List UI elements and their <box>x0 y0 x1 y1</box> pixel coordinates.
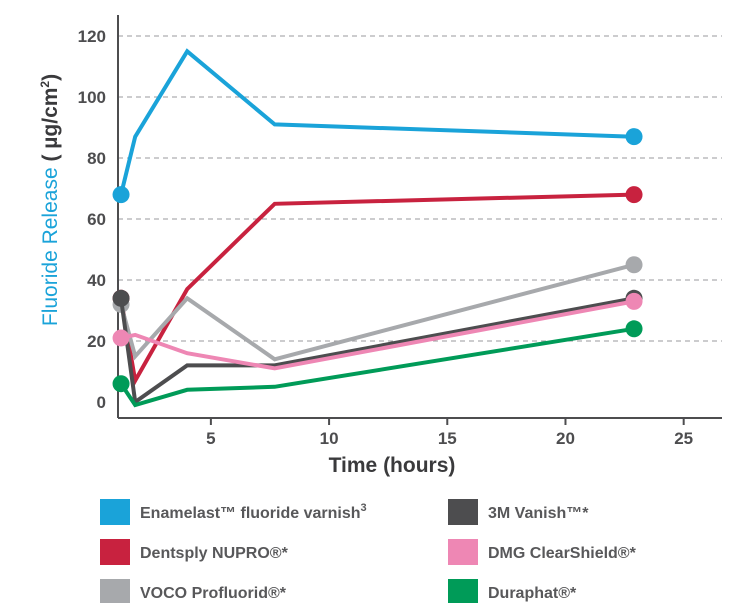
legend-swatch <box>100 499 130 525</box>
legend-label: Dentsply NUPRO®* <box>140 545 289 562</box>
series-lines <box>112 48 643 408</box>
legend-swatch <box>100 539 130 565</box>
legend-swatch <box>448 499 478 525</box>
legend-label-text: Dentsply NUPRO®* <box>140 545 289 562</box>
legend-label: DMG ClearShield®* <box>488 545 637 562</box>
y-tick-label: 120 <box>78 27 106 46</box>
y-axis-title-unit-sup: 2 <box>38 81 52 88</box>
y-tick-label: 0 <box>97 393 106 412</box>
legend-item: DMG ClearShield®* <box>448 539 637 565</box>
series-line <box>119 262 635 362</box>
y-axis-title: Fluoride Release ( µg/cm2) <box>38 74 62 326</box>
axes <box>117 15 722 419</box>
series-marker <box>625 320 643 338</box>
series-marker <box>625 128 643 146</box>
legend-label-text: VOCO Profluorid®* <box>140 585 287 602</box>
legend-item: Duraphat®* <box>448 579 577 603</box>
series-marker <box>112 186 130 204</box>
series-line <box>119 48 635 196</box>
series-marker <box>112 289 130 307</box>
series-marker <box>625 256 643 274</box>
series-4 <box>112 292 643 371</box>
x-tick-label: 15 <box>438 429 457 448</box>
y-axis-title-label: Fluoride Release <box>39 167 62 326</box>
series-0 <box>112 48 643 204</box>
y-tick-labels: 0 20 40 60 80 100 120 <box>78 27 106 412</box>
series-line <box>119 192 635 387</box>
y-tick-label: 60 <box>87 210 106 229</box>
series-marker <box>112 329 130 347</box>
legend-item: 3M Vanish™* <box>448 499 589 525</box>
legend-label: Duraphat®* <box>488 585 577 602</box>
legend-label-text: Duraphat®* <box>488 585 577 602</box>
legend-label: Enamelast™ fluoride varnish3 <box>140 502 367 522</box>
y-tick-label: 20 <box>87 332 106 351</box>
legend-label: 3M Vanish™* <box>488 505 589 522</box>
legend-item: Dentsply NUPRO®* <box>100 539 289 565</box>
legend-label-text: Enamelast™ fluoride varnish <box>140 505 361 522</box>
x-tick-label: 5 <box>206 429 215 448</box>
x-axis-title: Time (hours) <box>329 454 456 477</box>
series-line <box>119 326 635 408</box>
series-line <box>119 296 635 406</box>
series-line <box>120 299 635 371</box>
legend-item: Enamelast™ fluoride varnish3 <box>100 499 367 525</box>
y-axis-title-unit: ( µg/cm <box>39 88 62 162</box>
x-tick-labels: 5 10 15 20 25 <box>206 418 693 448</box>
x-tick-label: 10 <box>320 429 339 448</box>
series-2 <box>112 256 643 362</box>
x-tick-label: 25 <box>674 429 693 448</box>
y-tick-label: 40 <box>87 271 106 290</box>
legend-label: VOCO Profluorid®* <box>140 585 287 602</box>
legend-item: VOCO Profluorid®* <box>100 579 287 603</box>
x-tick-label: 20 <box>556 429 575 448</box>
series-marker <box>625 186 643 204</box>
y-axis-title-unit-close: ) <box>39 74 62 81</box>
series-marker <box>625 292 643 310</box>
legend-swatch <box>100 579 130 603</box>
y-tick-label: 100 <box>78 88 106 107</box>
legend-label-text: 3M Vanish™* <box>488 505 589 522</box>
legend-label-text: DMG ClearShield®* <box>488 545 637 562</box>
series-3 <box>112 289 643 406</box>
legend-swatch <box>448 539 478 565</box>
legend: Enamelast™ fluoride varnish3 Dentsply NUP… <box>100 499 637 603</box>
legend-swatch <box>448 579 478 603</box>
legend-label-sup: 3 <box>361 502 367 514</box>
series-5 <box>112 320 643 408</box>
series-marker <box>112 375 130 393</box>
y-tick-label: 80 <box>87 149 106 168</box>
